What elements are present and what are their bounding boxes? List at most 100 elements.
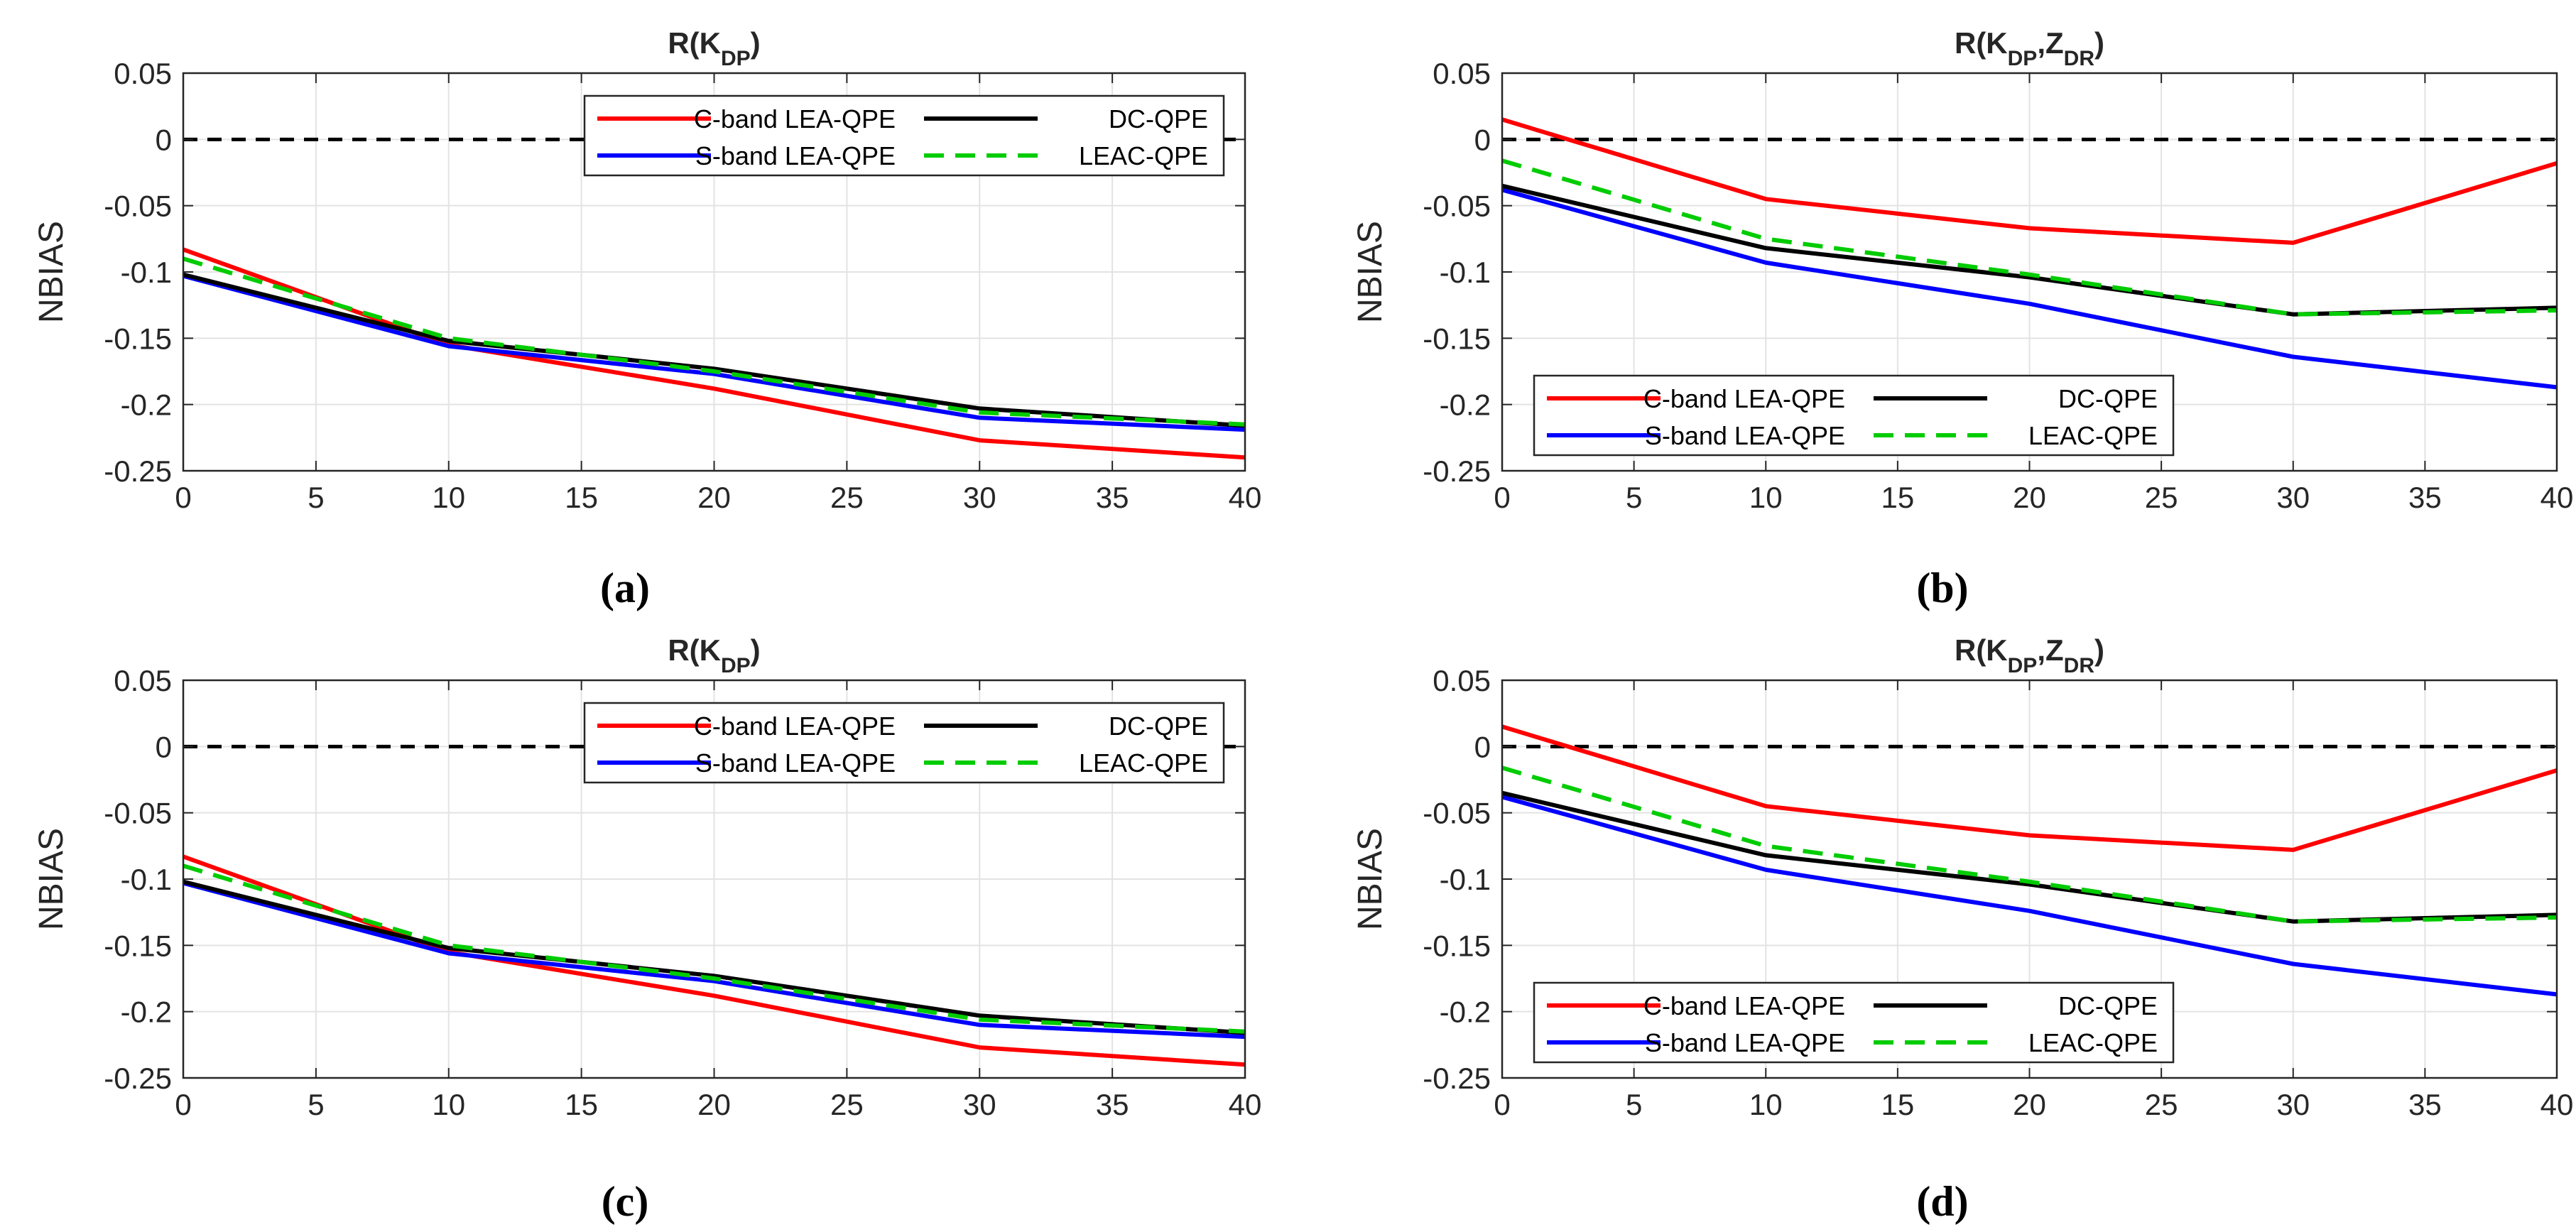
legend-label: DC-QPE bbox=[2058, 991, 2158, 1020]
x-tick-label: 5 bbox=[1626, 1088, 1642, 1121]
y-tick-label: -0.25 bbox=[1423, 1062, 1491, 1095]
x-tick-label: 5 bbox=[1626, 481, 1642, 514]
y-tick-label: -0.05 bbox=[104, 797, 172, 830]
x-tick-label: 15 bbox=[1881, 481, 1915, 514]
x-tick-label: 20 bbox=[697, 481, 731, 514]
y-tick-label: 0.05 bbox=[1433, 664, 1491, 697]
x-tick-label: 25 bbox=[830, 1088, 864, 1121]
x-tick-label: 0 bbox=[1494, 481, 1510, 514]
legend-label: LEAC-QPE bbox=[2028, 1028, 2158, 1057]
title-text: ) bbox=[2094, 633, 2104, 667]
y-tick-label: 0.05 bbox=[114, 57, 172, 90]
x-tick-label: 10 bbox=[432, 481, 465, 514]
x-tick-label: 15 bbox=[565, 481, 598, 514]
legend-label: C-band LEA-QPE bbox=[1643, 384, 1845, 413]
legend-label: C-band LEA-QPE bbox=[694, 712, 896, 741]
chart-panel: 0 5 10 15 20 25 30 35 40 0.05 0 -0.05 -0.1 -0.15 -0.2 -… bbox=[1352, 26, 2573, 611]
x-tick-label: 10 bbox=[1749, 481, 1783, 514]
legend-label: LEAC-QPE bbox=[1079, 141, 1208, 170]
title-subscript: DP bbox=[2008, 654, 2038, 677]
chart-title: R(KDP) bbox=[668, 26, 760, 70]
legend-box bbox=[583, 94, 1225, 177]
legend: C-band LEA-QPE DC-QPE S-band LEA-QPE LEAC-Q… bbox=[1533, 374, 2175, 457]
x-tick-label: 40 bbox=[1229, 1088, 1262, 1121]
panel-caption: (a) bbox=[600, 565, 650, 611]
y-axis-label: NBIAS bbox=[1352, 828, 1389, 930]
series-line-leac-qpe bbox=[183, 863, 1246, 1034]
title-text: ) bbox=[2094, 26, 2104, 60]
x-tick-label: 40 bbox=[2540, 481, 2574, 514]
legend-label: C-band LEA-QPE bbox=[1643, 991, 1845, 1020]
x-tick-label: 30 bbox=[2276, 481, 2310, 514]
title-text: R(K bbox=[668, 633, 721, 667]
legend-label: LEAC-QPE bbox=[1079, 748, 1208, 778]
legend: C-band LEA-QPE DC-QPE S-band LEA-QPE LEAC-Q… bbox=[1533, 981, 2175, 1064]
x-tick-label: 25 bbox=[2145, 481, 2178, 514]
x-tick-label: 10 bbox=[432, 1088, 465, 1121]
title-text: R(K bbox=[1955, 633, 2008, 667]
chart-panel: 0 5 10 15 20 25 30 35 40 0.05 0 -0.05 -0.1 -0.15 -0.2 -… bbox=[1352, 633, 2573, 1225]
legend-label: S-band LEA-QPE bbox=[695, 748, 896, 778]
x-tick-label: 35 bbox=[1096, 481, 1129, 514]
legend-label: C-band LEA-QPE bbox=[694, 104, 896, 133]
y-axis-label: NBIAS bbox=[33, 221, 70, 323]
series-line-s-band-lea-qpe bbox=[1501, 795, 2558, 997]
y-tick-label: 0.05 bbox=[1433, 57, 1491, 90]
x-tick-label: 35 bbox=[2408, 481, 2442, 514]
series-line-s-band-lea-qpe bbox=[183, 273, 1246, 432]
chart-title: R(KDP) bbox=[668, 633, 760, 677]
series-line-s-band-lea-qpe bbox=[183, 881, 1246, 1040]
y-tick-label: -0.1 bbox=[1440, 863, 1491, 896]
chart-title: R(KDP,ZDR) bbox=[1955, 26, 2104, 70]
y-tick-label: -0.15 bbox=[104, 322, 172, 355]
x-tick-label: 0 bbox=[1494, 1088, 1510, 1121]
y-tick-label: -0.2 bbox=[121, 388, 172, 422]
y-tick-label: -0.15 bbox=[104, 929, 172, 962]
chart-panel: 0 5 10 15 20 25 30 35 40 0.05 0 -0.05 -0.1 -0.15 -0.2 -… bbox=[33, 26, 1261, 611]
x-tick-label: 0 bbox=[175, 1088, 191, 1121]
title-subscript: DP bbox=[721, 47, 751, 70]
y-tick-label: 0 bbox=[1474, 123, 1491, 156]
series-line-leac-qpe bbox=[183, 256, 1246, 427]
legend-label: DC-QPE bbox=[1109, 104, 1208, 133]
x-tick-label: 25 bbox=[2145, 1088, 2178, 1121]
panel-caption: (d) bbox=[1916, 1178, 1968, 1225]
legend-box bbox=[1533, 981, 2175, 1064]
y-tick-label: -0.25 bbox=[1423, 454, 1491, 488]
series-line-dc-qpe bbox=[183, 879, 1246, 1035]
y-axis-label: NBIAS bbox=[1352, 221, 1389, 323]
y-tick-label: -0.1 bbox=[121, 863, 172, 896]
y-tick-label: -0.05 bbox=[104, 190, 172, 223]
x-tick-label: 30 bbox=[963, 481, 996, 514]
legend: C-band LEA-QPE DC-QPE S-band LEA-QPE LEAC-Q… bbox=[583, 702, 1225, 784]
legend-label: DC-QPE bbox=[1109, 712, 1208, 741]
x-tick-label: 10 bbox=[1749, 1088, 1783, 1121]
series-line-c-band-lea-qpe bbox=[1501, 117, 2558, 245]
y-axis-label: NBIAS bbox=[33, 828, 70, 930]
title-text: ,Z bbox=[2037, 26, 2063, 60]
series-line-c-band-lea-qpe bbox=[1501, 724, 2558, 852]
x-tick-label: 35 bbox=[1096, 1088, 1129, 1121]
legend-label: DC-QPE bbox=[2058, 384, 2158, 413]
y-tick-label: -0.15 bbox=[1423, 322, 1491, 355]
x-tick-label: 30 bbox=[963, 1088, 996, 1121]
y-tick-label: 0 bbox=[1474, 730, 1491, 763]
series-line-dc-qpe bbox=[1501, 790, 2558, 924]
title-text: R(K bbox=[668, 26, 721, 60]
y-tick-label: 0 bbox=[156, 123, 172, 156]
x-tick-label: 15 bbox=[1881, 1088, 1915, 1121]
x-tick-label: 25 bbox=[830, 481, 864, 514]
series-line-s-band-lea-qpe bbox=[1501, 187, 2558, 390]
title-text: ) bbox=[751, 26, 761, 60]
legend-box bbox=[583, 702, 1225, 784]
legend: C-band LEA-QPE DC-QPE S-band LEA-QPE LEAC-Q… bbox=[583, 94, 1225, 177]
x-tick-label: 30 bbox=[2276, 1088, 2310, 1121]
title-subscript: DP bbox=[2008, 47, 2038, 70]
title-text: ) bbox=[751, 633, 761, 667]
y-tick-label: 0 bbox=[156, 730, 172, 763]
y-tick-label: -0.2 bbox=[1440, 996, 1491, 1029]
series-line-dc-qpe bbox=[1501, 183, 2558, 317]
title-subscript: DP bbox=[721, 654, 751, 677]
title-text: R(K bbox=[1955, 26, 2008, 60]
